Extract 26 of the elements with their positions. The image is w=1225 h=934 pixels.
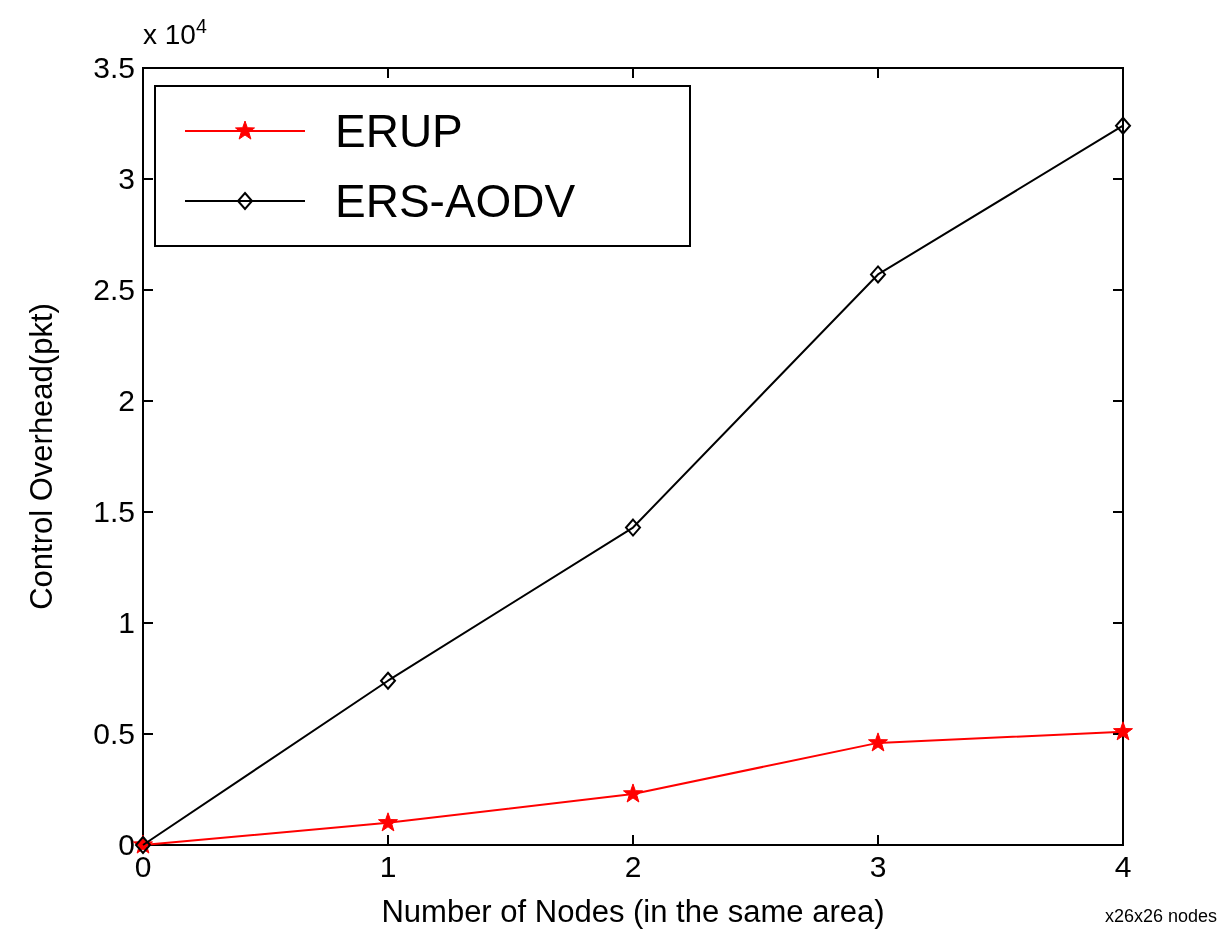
- x-tick-label: 4: [1114, 850, 1132, 883]
- x-tick-label: 2: [624, 850, 642, 883]
- point: [622, 783, 644, 803]
- y-tick-label: 2: [118, 384, 135, 417]
- y-tick-label: 3.5: [93, 51, 135, 84]
- y-tick-label: 1: [118, 606, 135, 639]
- legend-label: ERS-AODV: [335, 175, 576, 227]
- x-tick-label: 1: [379, 850, 397, 883]
- y-tick-label: 0.5: [93, 717, 135, 750]
- point: [377, 812, 399, 832]
- text: x 10$^{4}$: [143, 15, 207, 50]
- point: [625, 518, 641, 537]
- y-tick-label: 2.5: [93, 273, 135, 306]
- y-tick-label: 1.5: [93, 495, 135, 528]
- point: [870, 265, 886, 284]
- y-tick-label: 0: [118, 828, 135, 861]
- y-axis-title: Control Overhead(pkt): [24, 303, 59, 610]
- x-tick-label: 3: [869, 850, 887, 883]
- point: [867, 732, 889, 752]
- y-tick-label: 3: [118, 162, 135, 195]
- text: x26x26 nodes: [1104, 906, 1217, 926]
- point: [1112, 721, 1134, 741]
- point: [380, 671, 396, 690]
- legend-label: ERUP: [335, 105, 463, 157]
- x-axis-title: Number of Nodes (in the same area): [381, 894, 885, 929]
- point: [1115, 116, 1131, 135]
